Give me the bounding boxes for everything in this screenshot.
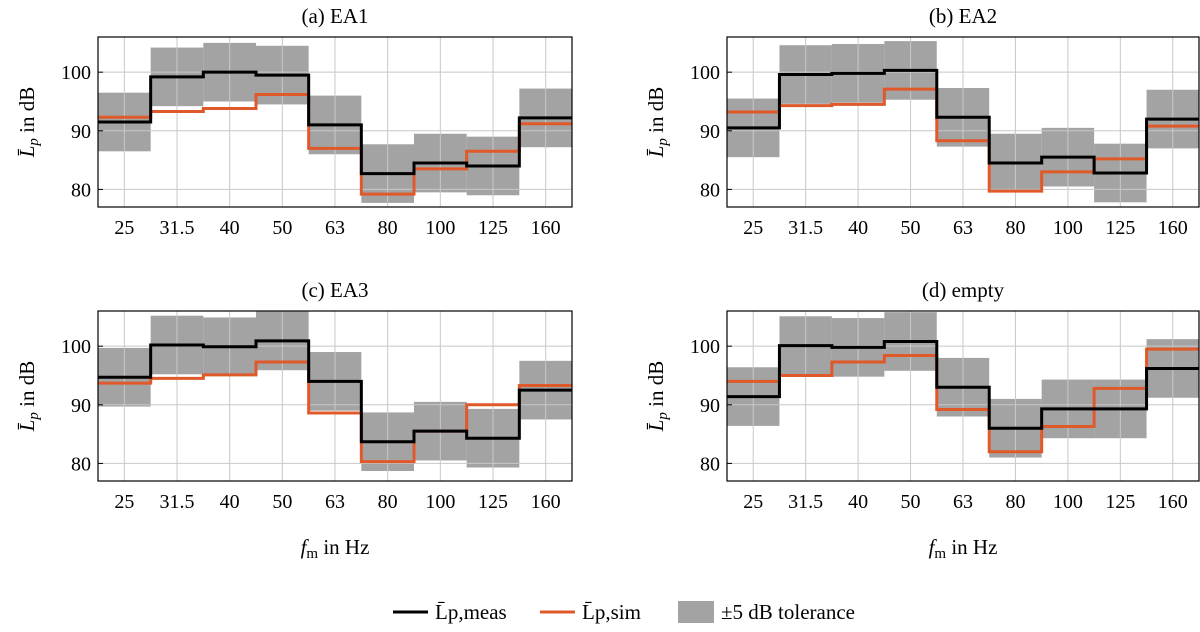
series-line-meas: [98, 339, 572, 444]
y-tick-label: 100: [690, 336, 720, 358]
x-tick-label: 63: [325, 491, 345, 513]
x-tick-label: 100: [1053, 217, 1083, 239]
chart-title: (a) EA1: [301, 4, 368, 28]
x-tick-label: 63: [325, 217, 345, 239]
x-tick-label: 50: [272, 217, 292, 239]
x-tick-label: 125: [1105, 491, 1135, 513]
legend-meas-label: L̄p,meas: [435, 600, 507, 624]
chart-panel: (b) EA2 80 90 100 25 31.5 40 50 63 80 100 125 160 L̄p…: [644, 4, 1200, 239]
x-tick-label: 25: [743, 217, 763, 239]
x-tick-label: 125: [478, 491, 508, 513]
series-line-sim: [727, 87, 1199, 193]
x-tick-label: 31.5: [788, 491, 823, 513]
x-tick-label: 100: [425, 217, 455, 239]
y-axis-label: L̄p in dB: [15, 361, 42, 433]
y-axis-label: L̄p in dB: [15, 87, 42, 159]
x-tick-label: 63: [953, 217, 973, 239]
x-tick-label: 100: [1053, 491, 1083, 513]
y-tick-label: 100: [690, 62, 720, 84]
y-tick-label: 90: [700, 395, 720, 417]
x-tick-label: 80: [378, 491, 398, 513]
x-tick-label: 50: [901, 217, 921, 239]
grid: [98, 37, 572, 207]
y-tick-label: 90: [71, 121, 91, 143]
legend-tolerance-swatch: [678, 601, 714, 623]
chart-panels: (a) EA1 80 90 100 25 31.5 40 50 63 80 100 125 160 L̄p…: [15, 4, 1200, 562]
x-tick-label: 31.5: [160, 217, 195, 239]
grid: [727, 37, 1199, 207]
chart-title: (d) empty: [922, 278, 1005, 302]
x-tick-label: 31.5: [788, 217, 823, 239]
x-tick-label: 80: [1005, 217, 1025, 239]
legend-tolerance-label: ±5 dB tolerance: [721, 600, 855, 624]
x-axis-label: fm in Hz: [301, 535, 370, 562]
x-tick-label: 160: [1158, 217, 1188, 239]
series-line-meas: [727, 68, 1199, 175]
x-tick-label: 40: [848, 217, 868, 239]
y-axis-label: L̄p in dB: [644, 87, 671, 159]
y-tick-label: 90: [71, 395, 91, 417]
x-tick-label: 40: [220, 491, 240, 513]
x-tick-label: 31.5: [160, 491, 195, 513]
plot-frame: [726, 36, 1200, 208]
y-tick-label: 80: [71, 179, 91, 201]
y-tick-label: 90: [700, 121, 720, 143]
x-tick-label: 125: [1105, 217, 1135, 239]
plot-frame: [97, 310, 573, 482]
chart-panel: (a) EA1 80 90 100 25 31.5 40 50 63 80 100 125 160 L̄p…: [15, 4, 573, 239]
x-tick-label: 160: [1158, 491, 1188, 513]
legend: L̄p,meas L̄p,sim ±5 dB tolerance: [393, 600, 855, 624]
plot-frame: [97, 36, 573, 208]
y-tick-label: 80: [700, 453, 720, 475]
x-tick-label: 40: [220, 217, 240, 239]
chart-panel: (d) empty 80 90 100 25 31.5 40 50 63 80 100 125 160 L…: [644, 278, 1200, 562]
x-tick-label: 160: [531, 491, 561, 513]
series-line-meas: [727, 339, 1199, 430]
legend-sim-label: L̄p,sim: [582, 600, 641, 624]
x-tick-label: 50: [901, 491, 921, 513]
chart-panel: (c) EA3 80 90 100 25 31.5 40 50 63 80 100 125 160 L̄p…: [15, 278, 573, 562]
x-tick-label: 50: [272, 491, 292, 513]
plot-frame: [726, 310, 1200, 482]
x-tick-label: 63: [953, 491, 973, 513]
x-tick-label: 80: [378, 217, 398, 239]
x-tick-label: 25: [114, 217, 134, 239]
series-line-meas: [98, 70, 572, 176]
y-tick-label: 100: [61, 62, 91, 84]
series-line-sim: [98, 92, 572, 196]
chart-title: (c) EA3: [301, 278, 368, 302]
x-axis-label: fm in Hz: [929, 535, 998, 562]
x-tick-label: 100: [425, 491, 455, 513]
y-tick-label: 80: [71, 453, 91, 475]
chart-title: (b) EA2: [929, 4, 997, 28]
series-line-sim: [98, 360, 572, 464]
series-line-sim: [727, 347, 1199, 454]
y-tick-label: 100: [61, 336, 91, 358]
y-tick-label: 80: [700, 179, 720, 201]
x-tick-label: 40: [848, 491, 868, 513]
x-tick-label: 125: [478, 217, 508, 239]
x-tick-label: 80: [1005, 491, 1025, 513]
y-axis-label: L̄p in dB: [644, 361, 671, 433]
x-tick-label: 25: [114, 491, 134, 513]
x-tick-label: 25: [743, 491, 763, 513]
x-tick-label: 160: [531, 217, 561, 239]
